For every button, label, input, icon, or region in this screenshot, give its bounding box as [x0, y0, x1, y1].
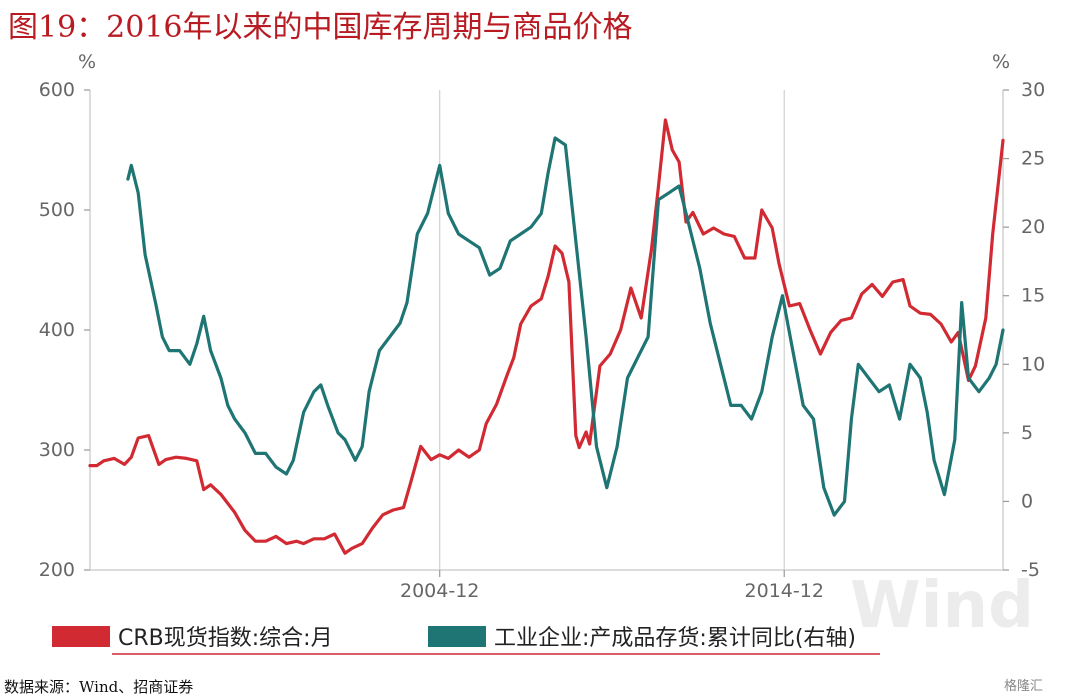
right-tick-label: 20 [1021, 216, 1045, 238]
axes-layer: 2004-12 2014-12 200 300 400 500 600 -5 0 5 10 15 20 2… [39, 51, 1045, 602]
right-tick-label: 30 [1021, 79, 1045, 101]
source-note: 数据来源：Wind、招商证券 [4, 678, 194, 696]
chart-title: 图19：2016年以来的中国库存周期与商品价格 [8, 10, 633, 45]
right-tick-label: 0 [1021, 490, 1033, 512]
crb-index-line [88, 118, 1005, 555]
legend-swatch-crb [52, 626, 110, 647]
legend-label-crb: CRB现货指数:综合:月 [118, 626, 333, 651]
left-tick-label: 500 [39, 199, 75, 221]
grid-layer [89, 90, 1004, 571]
right-tick-label: 5 [1021, 422, 1033, 444]
right-tick-label: 10 [1021, 353, 1045, 375]
legend-label-inventory: 工业企业:产成品存货:累计同比(右轴) [494, 626, 856, 651]
x-tick-label: 2004-12 [400, 580, 479, 602]
watermark-badge: 格隆汇 [1004, 679, 1044, 694]
right-axis-unit: % [992, 51, 1010, 73]
right-tick-label: 25 [1021, 148, 1045, 170]
legend-swatch-inventory [428, 626, 486, 647]
left-tick-label: 400 [39, 319, 75, 341]
left-tick-label: 600 [39, 79, 75, 101]
left-axis-unit: % [78, 51, 96, 73]
series-layer [88, 118, 1005, 555]
left-tick-label: 300 [39, 439, 75, 461]
left-tick-label: 200 [39, 559, 75, 581]
right-tick-label: 15 [1021, 285, 1045, 307]
x-tick-label: 2014-12 [745, 580, 824, 602]
legend: CRB现货指数:综合:月 工业企业:产成品存货:累计同比(右轴) [52, 626, 880, 655]
inventory-yoy-line [126, 136, 1005, 517]
watermark: Wind [850, 569, 1034, 643]
right-tick-label: -5 [1021, 559, 1040, 581]
